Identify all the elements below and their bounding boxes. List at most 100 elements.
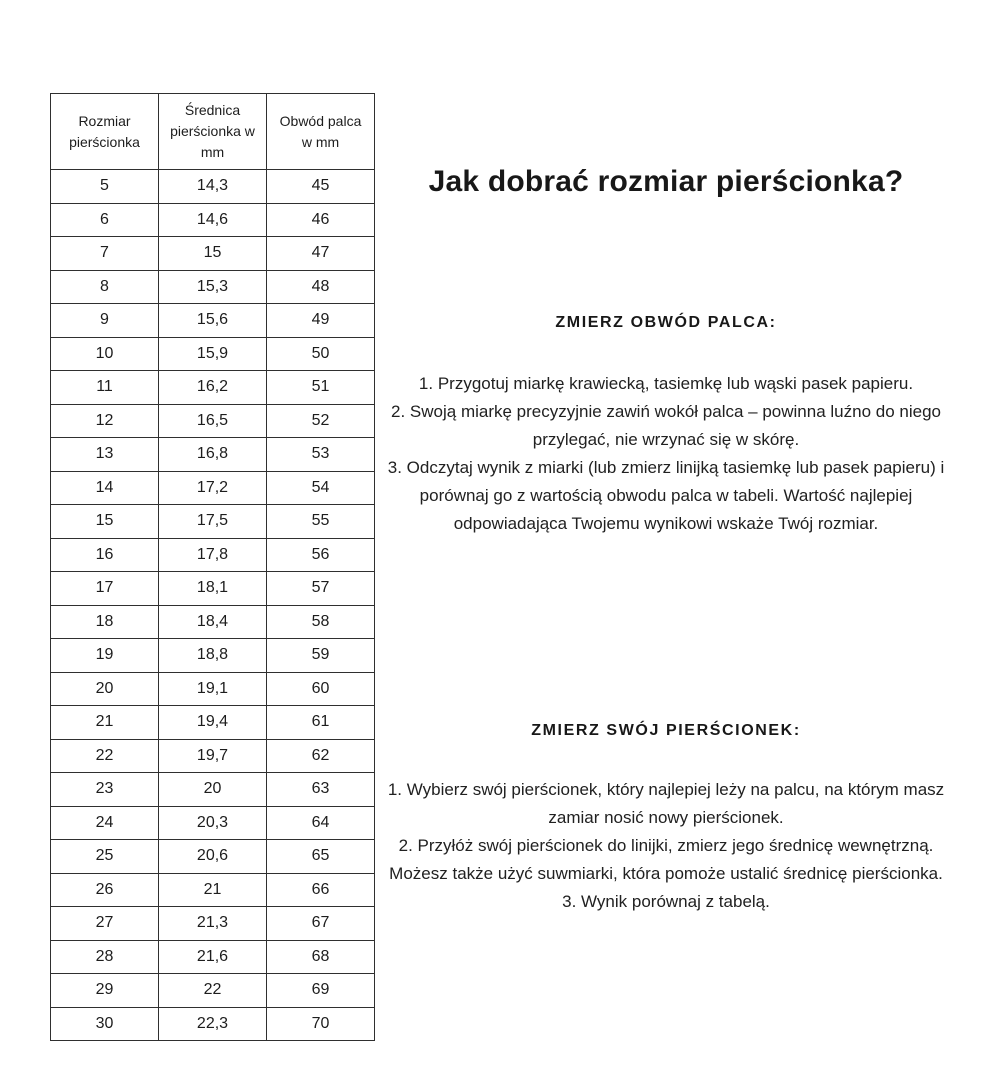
table-row: 20 19,1 60 xyxy=(50,671,375,706)
step-text: 1. Przygotuj miarkę krawiecką, tasiemkę … xyxy=(418,374,914,393)
table-cell: 45 xyxy=(266,169,375,204)
table-cell: 5 xyxy=(50,169,159,204)
step-text: 2. Swoją miarkę precyzyjnie zawiń wokół … xyxy=(391,402,941,449)
table-cell: 19 xyxy=(50,638,159,673)
table-cell: 19,4 xyxy=(158,705,267,740)
table-row: 27 21,3 67 xyxy=(50,906,375,941)
step-text: 3. Wynik porównaj z tabelą. xyxy=(562,892,770,911)
table-cell: 16,8 xyxy=(158,437,267,472)
table-cell: 46 xyxy=(266,202,375,237)
column-header: Średnica pierścionka w mm xyxy=(158,93,267,170)
table-cell: 59 xyxy=(266,638,375,673)
ring-size-table: Rozmiar pierścionka Średnica pierścionka … xyxy=(50,93,375,1041)
table-cell: 23 xyxy=(50,772,159,807)
table-cell: 52 xyxy=(266,403,375,438)
table-cell: 68 xyxy=(266,939,375,974)
table-cell: 16,5 xyxy=(158,403,267,438)
table-row: 16 17,8 56 xyxy=(50,537,375,572)
table-cell: 17,8 xyxy=(158,537,267,572)
table-cell: 61 xyxy=(266,705,375,740)
table-cell: 17 xyxy=(50,571,159,606)
table-cell: 26 xyxy=(50,872,159,907)
table-cell: 67 xyxy=(266,906,375,941)
table-cell: 21,3 xyxy=(158,906,267,941)
column-header: Obwód palca w mm xyxy=(266,93,375,170)
table-cell: 50 xyxy=(266,336,375,371)
table-cell: 16,2 xyxy=(158,370,267,405)
table-cell: 19,7 xyxy=(158,738,267,773)
table-row: 17 18,1 57 xyxy=(50,571,375,606)
table-row: 18 18,4 58 xyxy=(50,604,375,639)
table-row: 13 16,8 53 xyxy=(50,437,375,472)
table-cell: 8 xyxy=(50,269,159,304)
table-cell: 70 xyxy=(266,1006,375,1041)
table-cell: 12 xyxy=(50,403,159,438)
section-heading-measure-finger: ZMIERZ OBWÓD PALCA: xyxy=(555,314,777,331)
table-row: 19 18,8 59 xyxy=(50,638,375,673)
table-header-row: Rozmiar pierścionka Średnica pierścionka … xyxy=(50,93,375,170)
table-cell: 62 xyxy=(266,738,375,773)
table-cell: 29 xyxy=(50,973,159,1008)
table-row: 8 15,3 48 xyxy=(50,269,375,304)
table-cell: 21 xyxy=(158,872,267,907)
table-cell: 58 xyxy=(266,604,375,639)
table-cell: 16 xyxy=(50,537,159,572)
table-row: 10 15,9 50 xyxy=(50,336,375,371)
table-cell: 18,4 xyxy=(158,604,267,639)
section-heading-measure-ring: ZMIERZ SWÓJ PIERŚCIONEK: xyxy=(531,722,801,739)
table-row: 12 16,5 52 xyxy=(50,403,375,438)
table-row: 24 20,3 64 xyxy=(50,805,375,840)
steps-measure-ring: 1. Wybierz swój pierścionek, który najle… xyxy=(383,776,949,916)
table-cell: 21,6 xyxy=(158,939,267,974)
step-text: 3. Odczytaj wynik z miarki (lub zmierz l… xyxy=(387,458,945,533)
table-cell: 17,5 xyxy=(158,504,267,539)
table-cell: 19,1 xyxy=(158,671,267,706)
table-cell: 30 xyxy=(50,1006,159,1041)
table-cell: 22,3 xyxy=(158,1006,267,1041)
step-text: 1. Wybierz swój pierścionek, który najle… xyxy=(387,780,945,827)
table-cell: 27 xyxy=(50,906,159,941)
table-row: 15 17,5 55 xyxy=(50,504,375,539)
table-cell: 18,1 xyxy=(158,571,267,606)
table-cell: 20,6 xyxy=(158,839,267,874)
table-cell: 21 xyxy=(50,705,159,740)
table-cell: 47 xyxy=(266,236,375,271)
table-row: 25 20,6 65 xyxy=(50,839,375,874)
column-header: Rozmiar pierścionka xyxy=(50,93,159,170)
table-cell: 66 xyxy=(266,872,375,907)
table-row: 7 15 47 xyxy=(50,236,375,271)
table-cell: 24 xyxy=(50,805,159,840)
table-cell: 63 xyxy=(266,772,375,807)
table-row: 26 21 66 xyxy=(50,872,375,907)
table-cell: 53 xyxy=(266,437,375,472)
page-title: Jak dobrać rozmiar pierścionka? xyxy=(428,165,904,198)
table-cell: 20 xyxy=(50,671,159,706)
table-cell: 13 xyxy=(50,437,159,472)
table-row: 23 20 63 xyxy=(50,772,375,807)
ring-size-table-body: 5 14,3 45 6 14,6 46 7 15 47 8 15,3 48 9 15,6 49 10 15,9 5… xyxy=(50,169,375,1041)
table-cell: 14,3 xyxy=(158,169,267,204)
guide-content: Jak dobrać rozmiar pierścionka? ZMIERZ O… xyxy=(383,0,949,1084)
table-cell: 22 xyxy=(50,738,159,773)
table-cell: 14 xyxy=(50,470,159,505)
table-cell: 11 xyxy=(50,370,159,405)
table-cell: 17,2 xyxy=(158,470,267,505)
table-row: 21 19,4 61 xyxy=(50,705,375,740)
table-cell: 15,9 xyxy=(158,336,267,371)
ring-size-table-header: Rozmiar pierścionka Średnica pierścionka … xyxy=(50,93,375,170)
table-row: 14 17,2 54 xyxy=(50,470,375,505)
table-cell: 15,3 xyxy=(158,269,267,304)
table-cell: 55 xyxy=(266,504,375,539)
table-row: 22 19,7 62 xyxy=(50,738,375,773)
table-cell: 28 xyxy=(50,939,159,974)
table-row: 30 22,3 70 xyxy=(50,1006,375,1041)
table-cell: 54 xyxy=(266,470,375,505)
table-cell: 69 xyxy=(266,973,375,1008)
table-cell: 14,6 xyxy=(158,202,267,237)
table-row: 29 22 69 xyxy=(50,973,375,1008)
table-cell: 48 xyxy=(266,269,375,304)
table-cell: 51 xyxy=(266,370,375,405)
table-cell: 15 xyxy=(158,236,267,271)
table-cell: 64 xyxy=(266,805,375,840)
